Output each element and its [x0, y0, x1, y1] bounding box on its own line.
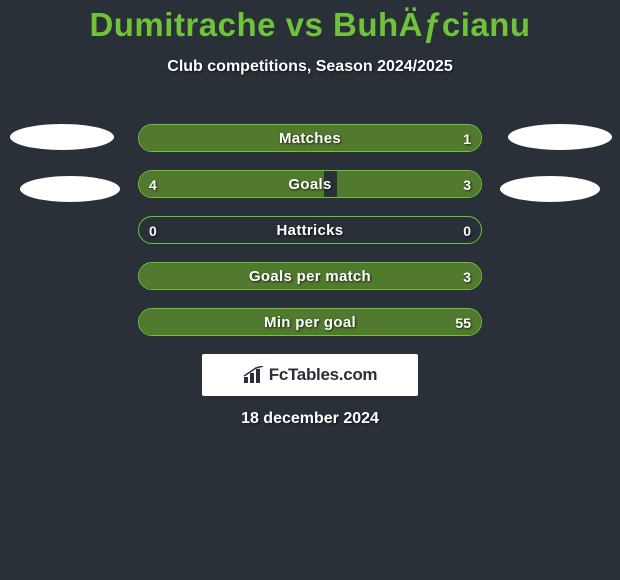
stat-row: Matches1	[138, 124, 482, 152]
stat-value-right: 0	[463, 217, 471, 243]
stat-row: 0Hattricks0	[138, 216, 482, 244]
chart-icon	[243, 366, 265, 384]
footer-date: 18 december 2024	[0, 410, 620, 428]
comparison-infographic: Dumitrache vs BuhÄƒcianu Club competitio…	[0, 0, 620, 580]
page-title: Dumitrache vs BuhÄƒcianu	[0, 0, 620, 44]
footer-logo: FcTables.com	[202, 354, 418, 396]
stat-label: Hattricks	[139, 217, 481, 243]
footer-logo-text: FcTables.com	[269, 365, 378, 385]
stat-label: Matches	[139, 125, 481, 151]
stat-row: 4Goals3	[138, 170, 482, 198]
player-placeholder	[508, 124, 612, 150]
subtitle: Club competitions, Season 2024/2025	[0, 58, 620, 76]
stat-label: Min per goal	[139, 309, 481, 335]
stat-label: Goals per match	[139, 263, 481, 289]
stat-value-right: 3	[463, 171, 471, 197]
player-placeholder	[20, 176, 120, 202]
stat-value-right: 1	[463, 125, 471, 151]
stat-row: Min per goal55	[138, 308, 482, 336]
player-placeholder	[10, 124, 114, 150]
stat-row: Goals per match3	[138, 262, 482, 290]
stat-rows: Matches1 4Goals3 0Hattricks0 Goals per matc…	[138, 124, 482, 354]
player-placeholder	[500, 176, 600, 202]
stat-value-right: 55	[455, 309, 471, 335]
stat-label: Goals	[139, 171, 481, 197]
stat-value-right: 3	[463, 263, 471, 289]
